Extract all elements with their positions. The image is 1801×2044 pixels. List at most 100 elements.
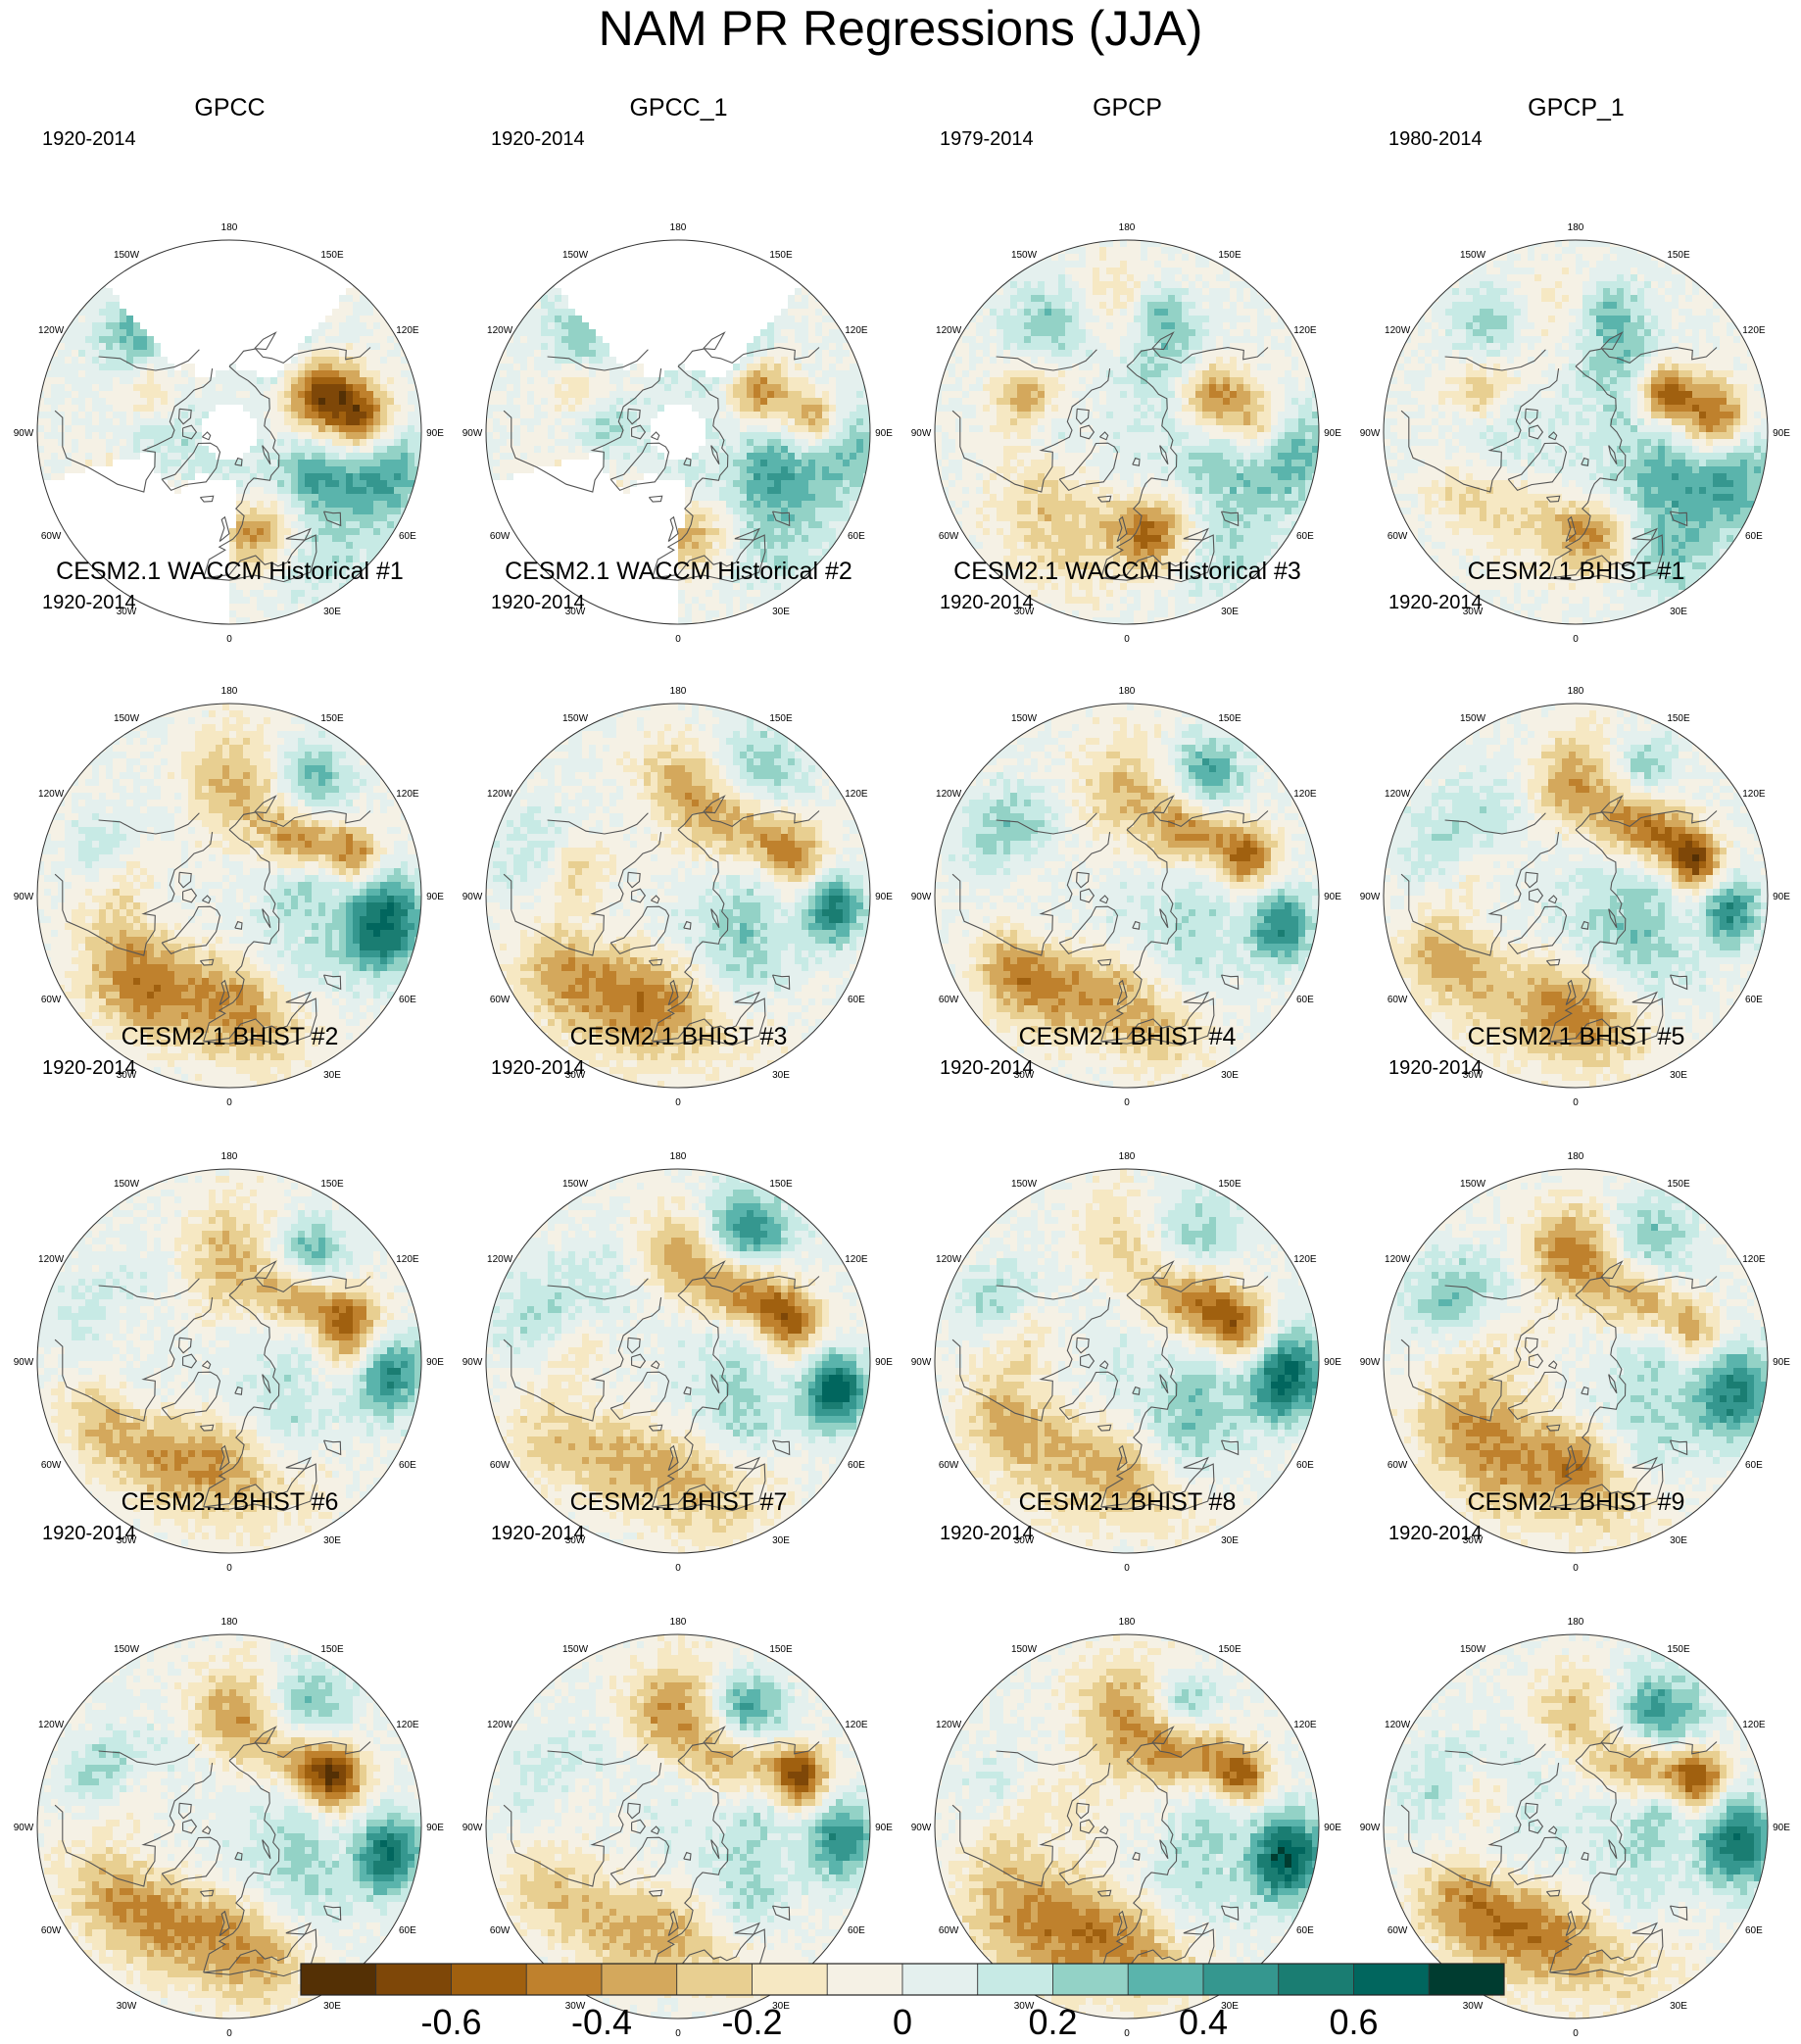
longitude-label: 150E	[1218, 250, 1241, 261]
polar-map: 180 150E 120E 90E 60E 30E 0 30W 60W 90W 120W 150W	[1360, 1151, 1791, 1574]
longitude-label: 90E	[426, 1823, 444, 1833]
longitude-label: 0	[675, 634, 681, 645]
coastlines	[1400, 1726, 1718, 1977]
longitude-label: 90W	[462, 428, 483, 439]
panel-period: 1920-2014	[491, 592, 585, 613]
anomaly-field	[37, 1169, 421, 1553]
longitude-label: 180	[670, 222, 687, 233]
polar-map: 180 150E 120E 90E 60E 30E 0 30W 60W 90W 120W 150W	[1360, 1617, 1791, 2039]
map-panel: CESM2.1 WACCM Historical #1 1920-2014 180 1…	[5, 557, 455, 1108]
map-panel: CESM2.1 WACCM Historical #3 1920-2014 180 1…	[902, 557, 1352, 1108]
longitude-label: 0	[226, 2028, 232, 2039]
anomaly-field	[1384, 240, 1768, 624]
figure-title: NAM PR Regressions (JJA)	[0, 0, 1801, 57]
panel-title: GPCP_1	[1351, 93, 1801, 122]
longitude-label: 60W	[939, 531, 959, 542]
coastlines	[951, 1726, 1269, 1977]
longitude-label: 180	[221, 1617, 238, 1628]
longitude-label: 30W	[565, 2001, 586, 2012]
longitude-label: 180	[670, 1151, 687, 1162]
longitude-label: 30E	[1670, 1070, 1687, 1081]
longitude-label: 30E	[323, 607, 341, 617]
longitude-label: 90E	[426, 428, 444, 439]
longitude-label: 180	[1119, 1617, 1136, 1628]
polar-map: 180 150E 120E 90E 60E 30E 0 30W 60W 90W 120W 150W	[462, 686, 894, 1108]
panel-period: 1980-2014	[1388, 128, 1483, 150]
longitude-label: 150W	[114, 713, 140, 724]
longitude-label: 120E	[1293, 1254, 1317, 1265]
longitude-label: 60E	[1745, 1460, 1763, 1471]
longitude-label: 60W	[1387, 1925, 1408, 1936]
coastlines	[54, 795, 371, 1046]
map-boundary	[1383, 239, 1769, 625]
longitude-label: 30E	[772, 1070, 790, 1081]
longitude-label: 120E	[845, 325, 868, 336]
longitude-label: 120E	[396, 1720, 419, 1730]
map-panel: CESM2.1 BHIST #2 1920-2014 180 150E 120E 90E 6…	[5, 1022, 455, 1574]
panel-period: 1920-2014	[940, 1523, 1034, 1544]
longitude-label: 90E	[875, 892, 893, 902]
longitude-label: 150W	[562, 1644, 589, 1655]
longitude-label: 60E	[848, 995, 865, 1005]
longitude-label: 120W	[487, 1720, 513, 1730]
map-boundary	[1383, 1633, 1769, 2020]
longitude-label: 60W	[41, 995, 62, 1005]
longitude-label: 120E	[1742, 325, 1766, 336]
longitude-label: 120W	[1385, 1254, 1411, 1265]
longitude-label: 30W	[1463, 607, 1484, 617]
longitude-label: 150W	[1460, 713, 1486, 724]
coastlines	[1400, 795, 1718, 1046]
longitude-label: 120E	[396, 789, 419, 800]
longitude-label: 60W	[939, 1925, 959, 1936]
longitude-label: 120E	[845, 1720, 868, 1730]
longitude-label: 30E	[1670, 2001, 1687, 2012]
longitude-label: 30E	[1221, 2001, 1239, 2012]
longitude-label: 90E	[1773, 1823, 1790, 1833]
longitude-label: 30W	[1463, 1535, 1484, 1546]
longitude-label: 60E	[848, 531, 865, 542]
longitude-label: 120W	[38, 325, 65, 336]
longitude-label: 150E	[769, 1179, 793, 1190]
panel-title: CESM2.1 BHIST #9	[1351, 1487, 1801, 1517]
longitude-label: 180	[1119, 222, 1136, 233]
anomaly-field	[1384, 1634, 1768, 2019]
panel-title: CESM2.1 BHIST #8	[902, 1487, 1352, 1517]
panel-period: 1920-2014	[491, 1523, 585, 1544]
anomaly-field	[486, 704, 870, 1088]
longitude-label: 150E	[769, 713, 793, 724]
longitude-label: 120E	[845, 789, 868, 800]
map-boundary	[36, 1633, 422, 2020]
longitude-label: 120W	[936, 1254, 962, 1265]
longitude-label: 30W	[1014, 1070, 1035, 1081]
longitude-label: 150E	[1667, 250, 1690, 261]
map-panel: GPCC_1 1920-2014 180 150E 120E 90E 60E 30E 0 30W 6…	[454, 93, 903, 645]
longitude-label: 120E	[1293, 325, 1317, 336]
longitude-label: 60W	[1387, 1460, 1408, 1471]
longitude-label: 30W	[117, 2001, 137, 2012]
map-panel: GPCC 1920-2014 180 150E 120E 90E 60E 30E 0 30W 60W…	[5, 93, 455, 645]
longitude-label: 120E	[1293, 789, 1317, 800]
longitude-label: 150W	[114, 1644, 140, 1655]
panel-title: CESM2.1 BHIST #5	[1351, 1022, 1801, 1051]
longitude-label: 30W	[117, 1535, 137, 1546]
longitude-label: 90E	[1324, 892, 1341, 902]
anomaly-field	[37, 704, 421, 1088]
colorbar-swatch	[375, 1963, 452, 1996]
longitude-label: 30E	[1670, 607, 1687, 617]
longitude-label: 180	[1119, 686, 1136, 697]
longitude-label: 30W	[1014, 607, 1035, 617]
polar-map: 180 150E 120E 90E 60E 30E 0 30W 60W 90W 120W 150W	[462, 1617, 894, 2039]
longitude-label: 30E	[772, 2001, 790, 2012]
longitude-label: 60E	[399, 1925, 416, 1936]
anomaly-field	[486, 240, 870, 624]
longitude-label: 30E	[772, 607, 790, 617]
longitude-label: 120W	[38, 1254, 65, 1265]
map-boundary	[934, 1168, 1320, 1554]
polar-map: 180 150E 120E 90E 60E 30E 0 30W 60W 90W 120W 150W	[911, 686, 1342, 1108]
longitude-label: 120W	[1385, 1720, 1411, 1730]
longitude-label: 120E	[396, 1254, 419, 1265]
colorbar-label: 0.6	[1329, 2002, 1378, 2042]
longitude-label: 180	[1568, 1617, 1584, 1628]
longitude-label: 120E	[1742, 1720, 1766, 1730]
panel-grid: GPCC 1920-2014 180 150E 120E 90E 60E 30E 0 30W 60W…	[5, 93, 1801, 2039]
